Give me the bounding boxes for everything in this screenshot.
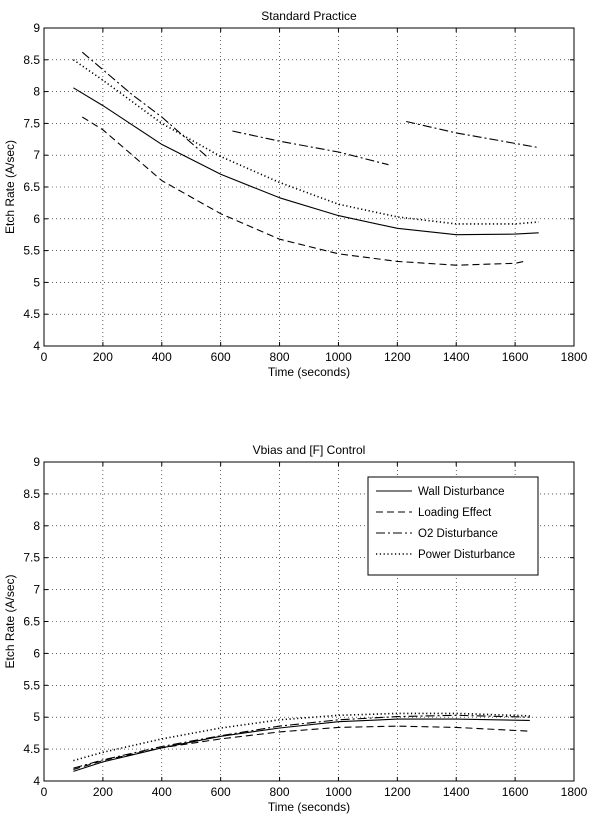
y-axis-label: Etch Rate (A/sec) bbox=[3, 574, 17, 668]
y-tick-label: 8.5 bbox=[23, 487, 40, 501]
x-tick-label: 1800 bbox=[561, 350, 588, 364]
x-axis-label: Time (seconds) bbox=[268, 800, 350, 814]
series-line-loading-effect bbox=[82, 116, 525, 266]
legend-entry: Wall Disturbance bbox=[418, 486, 505, 498]
y-tick-label: 6 bbox=[33, 212, 40, 226]
y-tick-label: 4 bbox=[33, 339, 40, 353]
y-tick-label: 5 bbox=[33, 275, 40, 289]
x-tick-label: 1000 bbox=[325, 350, 352, 364]
y-tick-label: 4 bbox=[33, 774, 40, 788]
y-tick-label: 8 bbox=[33, 85, 40, 99]
y-tick-label: 5 bbox=[33, 710, 40, 724]
x-tick-label: 1000 bbox=[325, 785, 352, 799]
series-line-o2-disturbance bbox=[73, 714, 530, 769]
x-tick-label: 1200 bbox=[384, 785, 411, 799]
series-line-o2-disturbance bbox=[232, 130, 389, 166]
legend-box bbox=[367, 476, 539, 576]
x-tick-label: 1600 bbox=[502, 785, 529, 799]
y-tick-label: 5.5 bbox=[23, 244, 40, 258]
x-tick-label: 1600 bbox=[502, 350, 529, 364]
y-tick-label: 5.5 bbox=[23, 678, 40, 692]
y-tick-label: 7.5 bbox=[23, 116, 40, 130]
y-tick-label: 7 bbox=[33, 148, 40, 162]
x-tick-label: 800 bbox=[270, 785, 290, 799]
x-tick-label: 600 bbox=[211, 350, 231, 364]
x-tick-label: 0 bbox=[41, 785, 48, 799]
chart-title: Vbias and [F] Control bbox=[253, 443, 366, 457]
x-tick-label: 800 bbox=[270, 350, 290, 364]
x-tick-label: 600 bbox=[211, 785, 231, 799]
plot-frame bbox=[43, 27, 575, 347]
y-tick-label: 4.5 bbox=[23, 307, 40, 321]
plot-frame bbox=[43, 461, 575, 782]
series-line-wall-disturbance bbox=[73, 87, 539, 236]
y-tick-label: 6.5 bbox=[23, 615, 40, 629]
series-line-o2-disturbance bbox=[406, 120, 539, 149]
x-tick-label: 200 bbox=[93, 785, 113, 799]
y-tick-label: 9 bbox=[33, 455, 40, 469]
y-tick-label: 8.5 bbox=[23, 53, 40, 67]
series-line-o2-disturbance bbox=[81, 51, 210, 159]
y-tick-label: 6.5 bbox=[23, 180, 40, 194]
y-tick-label: 8 bbox=[33, 519, 40, 533]
legend-entry: O2 Disturbance bbox=[418, 528, 498, 540]
chart-title: Standard Practice bbox=[261, 9, 357, 23]
y-tick-label: 6 bbox=[33, 646, 40, 660]
x-tick-label: 200 bbox=[93, 350, 113, 364]
legend-entry: Loading Effect bbox=[418, 507, 492, 519]
series-line-power-disturbance bbox=[73, 712, 530, 762]
series-line-power-disturbance bbox=[72, 59, 539, 225]
x-tick-label: 1400 bbox=[443, 785, 470, 799]
x-tick-label: 1400 bbox=[443, 350, 470, 364]
x-axis-label: Time (seconds) bbox=[268, 365, 350, 379]
x-tick-label: 1800 bbox=[561, 785, 588, 799]
series-line-wall-disturbance bbox=[73, 718, 530, 772]
x-tick-label: 1200 bbox=[384, 350, 411, 364]
y-tick-label: 9 bbox=[33, 21, 40, 35]
y-tick-label: 7.5 bbox=[23, 551, 40, 565]
x-tick-label: 0 bbox=[41, 350, 48, 364]
series-line-loading-effect bbox=[73, 725, 530, 771]
x-tick-label: 400 bbox=[152, 350, 172, 364]
x-tick-label: 400 bbox=[152, 785, 172, 799]
y-tick-label: 4.5 bbox=[23, 742, 40, 756]
y-tick-label: 7 bbox=[33, 583, 40, 597]
legend-entry: Power Disturbance bbox=[418, 549, 515, 561]
y-axis-label: Etch Rate (A/sec) bbox=[3, 140, 17, 234]
